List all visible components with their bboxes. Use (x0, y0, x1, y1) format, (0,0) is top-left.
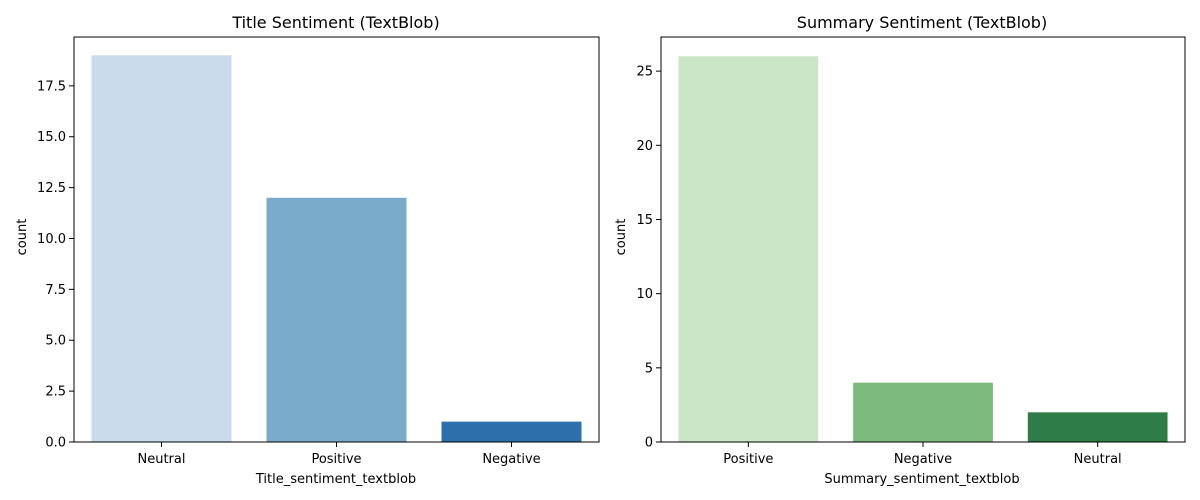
x-tick-label: Positive (723, 452, 773, 467)
y-tick-label: 15.0 (37, 130, 66, 145)
x-tick-label: Positive (311, 452, 361, 467)
y-tick-label: 10 (636, 287, 653, 302)
y-tick-label: 15 (636, 213, 653, 228)
bar-neutral (1027, 412, 1168, 442)
bar-positive (266, 197, 407, 442)
x-tick-label: Negative (482, 452, 540, 467)
plot-frame (660, 36, 1186, 443)
y-tick-label: 5 (645, 361, 653, 376)
y-tick-label: 12.5 (37, 181, 66, 196)
y-tick-label: 7.5 (45, 283, 66, 298)
bar-negative (853, 382, 993, 442)
y-axis-label: count (15, 219, 30, 256)
y-tick-label: 17.5 (37, 79, 66, 94)
plot-frame (73, 36, 600, 443)
y-tick-label: 2.5 (45, 385, 66, 400)
chart-title: Summary Sentiment (TextBlob) (797, 13, 1047, 32)
bar-positive (678, 56, 819, 443)
y-tick-label: 10.0 (37, 232, 66, 247)
chart-title-sentiment: Title Sentiment (TextBlob) Title_sentime… (15, 13, 600, 487)
x-tick-label: Negative (894, 452, 952, 467)
chart-summary-sentiment: Summary Sentiment (TextBlob) Summary_sen… (614, 13, 1186, 487)
bar-negative (441, 421, 582, 442)
y-tick-label: 0.0 (45, 436, 66, 451)
y-tick-label: 20 (636, 139, 653, 154)
x-tick-label: Neutral (138, 452, 186, 467)
x-axis-label: Title_sentiment_textblob (255, 472, 416, 487)
y-tick-label: 25 (636, 65, 653, 80)
x-tick-label: Neutral (1074, 452, 1122, 467)
y-axis-label: count (614, 219, 629, 256)
y-tick-label: 5.0 (45, 334, 66, 349)
chart-title: Title Sentiment (TextBlob) (231, 13, 439, 32)
bar-neutral (91, 55, 232, 442)
x-axis-label: Summary_sentiment_textblob (824, 472, 1019, 487)
y-tick-label: 0 (645, 436, 653, 451)
